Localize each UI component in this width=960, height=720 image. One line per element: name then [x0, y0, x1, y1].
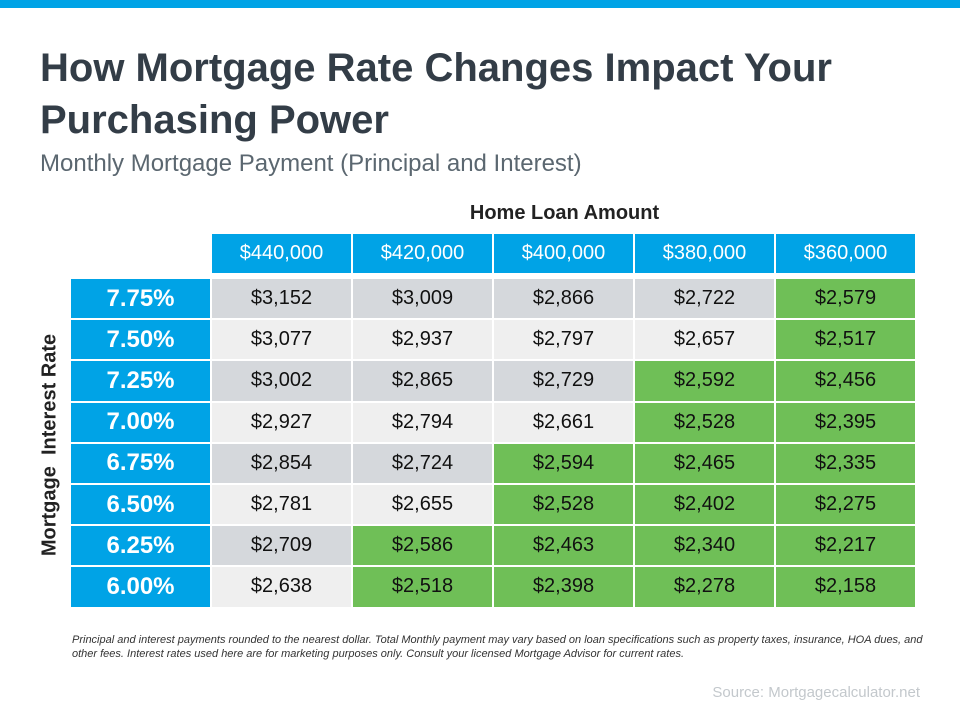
payment-cell: $2,517 — [776, 320, 915, 360]
payment-cell: $2,528 — [635, 402, 774, 442]
payment-cell: $2,579 — [776, 279, 915, 319]
rate-label: 6.75% — [71, 443, 210, 483]
payment-cell: $2,729 — [494, 361, 633, 401]
title: How Mortgage Rate Changes Impact Your Pu… — [40, 46, 832, 142]
payment-cell: $2,709 — [212, 526, 351, 566]
payment-cell: $2,937 — [353, 320, 492, 360]
rate-label: 7.00% — [71, 402, 210, 442]
rate-label: 7.25% — [71, 361, 210, 401]
payment-cell: $2,586 — [353, 526, 492, 566]
payment-cell: $2,395 — [776, 402, 915, 442]
payment-cell: $2,158 — [776, 567, 915, 607]
top-bar — [0, 0, 960, 8]
payment-cell: $2,866 — [494, 279, 633, 319]
payment-cell: $3,077 — [212, 320, 351, 360]
payment-cell: $3,152 — [212, 279, 351, 319]
payment-cell: $2,528 — [494, 485, 633, 525]
source: Source: Mortgagecalculator.net — [712, 684, 920, 701]
payment-cell: $2,661 — [494, 402, 633, 442]
payment-cell: $2,335 — [776, 443, 915, 483]
payment-cell: $2,797 — [494, 320, 633, 360]
payment-cell: $2,518 — [353, 567, 492, 607]
rate-label: 6.25% — [71, 526, 210, 566]
column-header: $420,000 — [353, 234, 492, 273]
payment-cell: $3,009 — [353, 279, 492, 319]
payment-cell: $2,340 — [635, 526, 774, 566]
payment-cell: $2,463 — [494, 526, 633, 566]
rate-label: 6.50% — [71, 485, 210, 525]
payment-cell: $2,781 — [212, 485, 351, 525]
payment-cell: $2,402 — [635, 485, 774, 525]
row-title: Mortgage Interest Rate — [38, 333, 61, 557]
column-title: Home Loan Amount — [469, 202, 660, 224]
rate-label: 7.75% — [71, 279, 210, 319]
payment-cell: $2,655 — [353, 485, 492, 525]
payment-cell: $2,398 — [494, 567, 633, 607]
payment-cell: $2,594 — [494, 443, 633, 483]
payment-cell: $2,217 — [776, 526, 915, 566]
payment-cell: $2,592 — [635, 361, 774, 401]
payment-cell: $3,002 — [212, 361, 351, 401]
column-header: $380,000 — [635, 234, 774, 273]
payment-cell: $2,927 — [212, 402, 351, 442]
column-header: $360,000 — [776, 234, 915, 273]
payment-cell: $2,465 — [635, 443, 774, 483]
subtitle: Monthly Mortgage Payment (Principal and … — [40, 150, 582, 177]
rate-label: 6.00% — [71, 567, 210, 607]
payment-cell: $2,722 — [635, 279, 774, 319]
column-header: $400,000 — [494, 234, 633, 273]
rate-label: 7.50% — [71, 320, 210, 360]
payment-cell: $2,724 — [353, 443, 492, 483]
payment-cell: $2,275 — [776, 485, 915, 525]
payment-cell: $2,794 — [353, 402, 492, 442]
payment-cell: $2,638 — [212, 567, 351, 607]
payment-cell: $2,278 — [635, 567, 774, 607]
footnote: Principal and interest payments rounded … — [72, 634, 923, 660]
payment-cell: $2,865 — [353, 361, 492, 401]
column-header: $440,000 — [212, 234, 351, 273]
payment-cell: $2,854 — [212, 443, 351, 483]
payment-cell: $2,456 — [776, 361, 915, 401]
payment-cell: $2,657 — [635, 320, 774, 360]
